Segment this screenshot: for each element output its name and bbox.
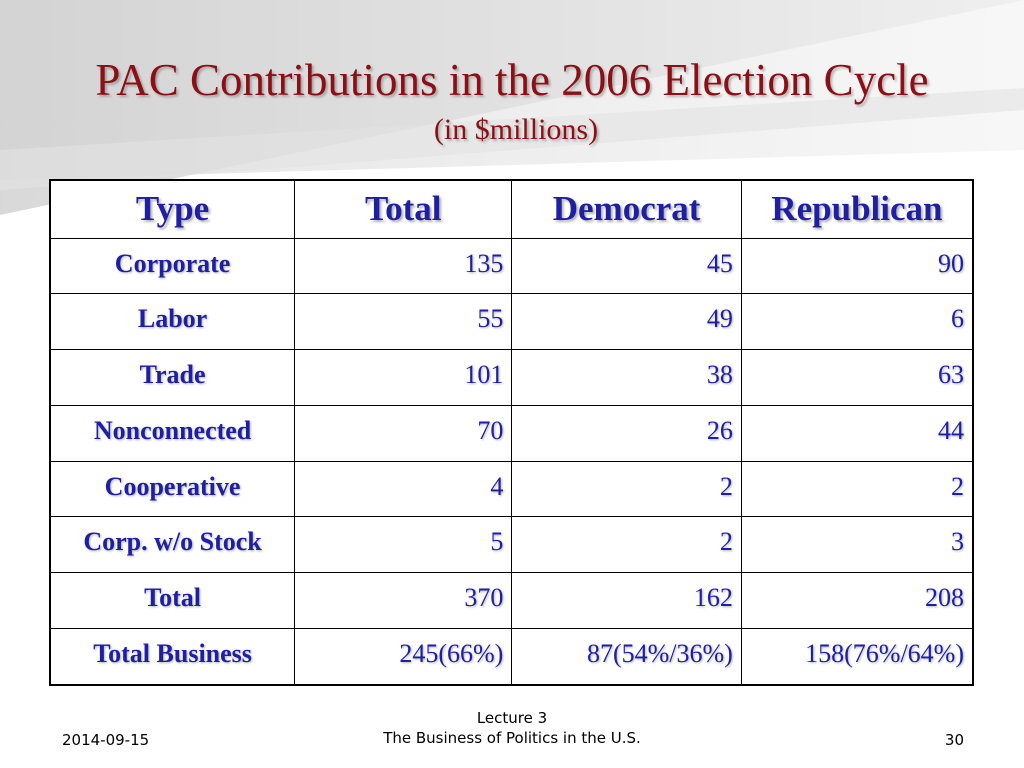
row-total: 5 <box>294 516 513 574</box>
row-total: 4 <box>294 460 513 518</box>
row-total: 135 <box>294 237 513 295</box>
footer-course: The Business of Politics in the U.S. <box>383 729 641 747</box>
row-republican: 208 <box>740 572 974 629</box>
row-type: Corp. w/o Stock <box>49 516 296 574</box>
footer-page-number: 30 <box>944 731 964 749</box>
slide-subtitle: (in $millions) <box>433 113 599 146</box>
row-total: 55 <box>294 293 513 351</box>
row-type: Total <box>49 572 296 629</box>
table-row: Cooperative 4 2 2 <box>49 460 974 518</box>
row-type: Trade <box>49 349 296 406</box>
row-total: 245(66%) <box>294 627 513 686</box>
row-total: 370 <box>294 572 513 629</box>
row-total: 70 <box>294 404 513 462</box>
row-democrat: 45 <box>511 237 742 295</box>
header-democrat: Democrat <box>511 179 742 239</box>
row-republican: 158(76%/64%) <box>740 627 974 686</box>
row-republican: 3 <box>740 516 974 574</box>
row-democrat: 87(54%/36%) <box>511 627 742 686</box>
footer-center: Lecture 3 The Business of Politics in th… <box>0 708 1024 748</box>
row-democrat: 2 <box>511 460 742 518</box>
header-republican: Republican <box>740 179 974 239</box>
table-row: Corporate 135 45 90 <box>49 237 974 295</box>
row-democrat: 49 <box>511 293 742 351</box>
row-republican: 90 <box>740 237 974 295</box>
table-row: Total 370 162 208 <box>49 572 974 629</box>
table-row: Trade 101 38 63 <box>49 349 974 406</box>
row-type: Cooperative <box>49 460 296 518</box>
row-total: 101 <box>294 349 513 406</box>
footer-date: 2014-09-15 <box>62 731 150 749</box>
table-row: Total Business 245(66%) 87(54%/36%) 158(… <box>49 627 974 686</box>
table-header-row: Type Total Democrat Republican <box>49 179 974 239</box>
row-type: Nonconnected <box>49 404 296 462</box>
row-republican: 6 <box>740 293 974 351</box>
header-total: Total <box>294 179 513 239</box>
row-republican: 63 <box>740 349 974 406</box>
header-type: Type <box>49 179 296 239</box>
row-type: Labor <box>49 293 296 351</box>
footer-lecture: Lecture 3 <box>476 709 548 727</box>
row-type: Corporate <box>49 237 296 295</box>
table-row: Corp. w/o Stock 5 2 3 <box>49 516 974 574</box>
slide-title: PAC Contributions in the 2006 Election C… <box>95 55 929 105</box>
row-democrat: 38 <box>511 349 742 406</box>
table-row: Labor 55 49 6 <box>49 293 974 351</box>
row-republican: 2 <box>740 460 974 518</box>
row-democrat: 162 <box>511 572 742 629</box>
row-type: Total Business <box>49 627 296 686</box>
row-democrat: 2 <box>511 516 742 574</box>
pac-contributions-table: Type Total Democrat Republican Corporate… <box>49 179 974 686</box>
row-republican: 44 <box>740 404 974 462</box>
row-democrat: 26 <box>511 404 742 462</box>
table-row: Nonconnected 70 26 44 <box>49 404 974 462</box>
